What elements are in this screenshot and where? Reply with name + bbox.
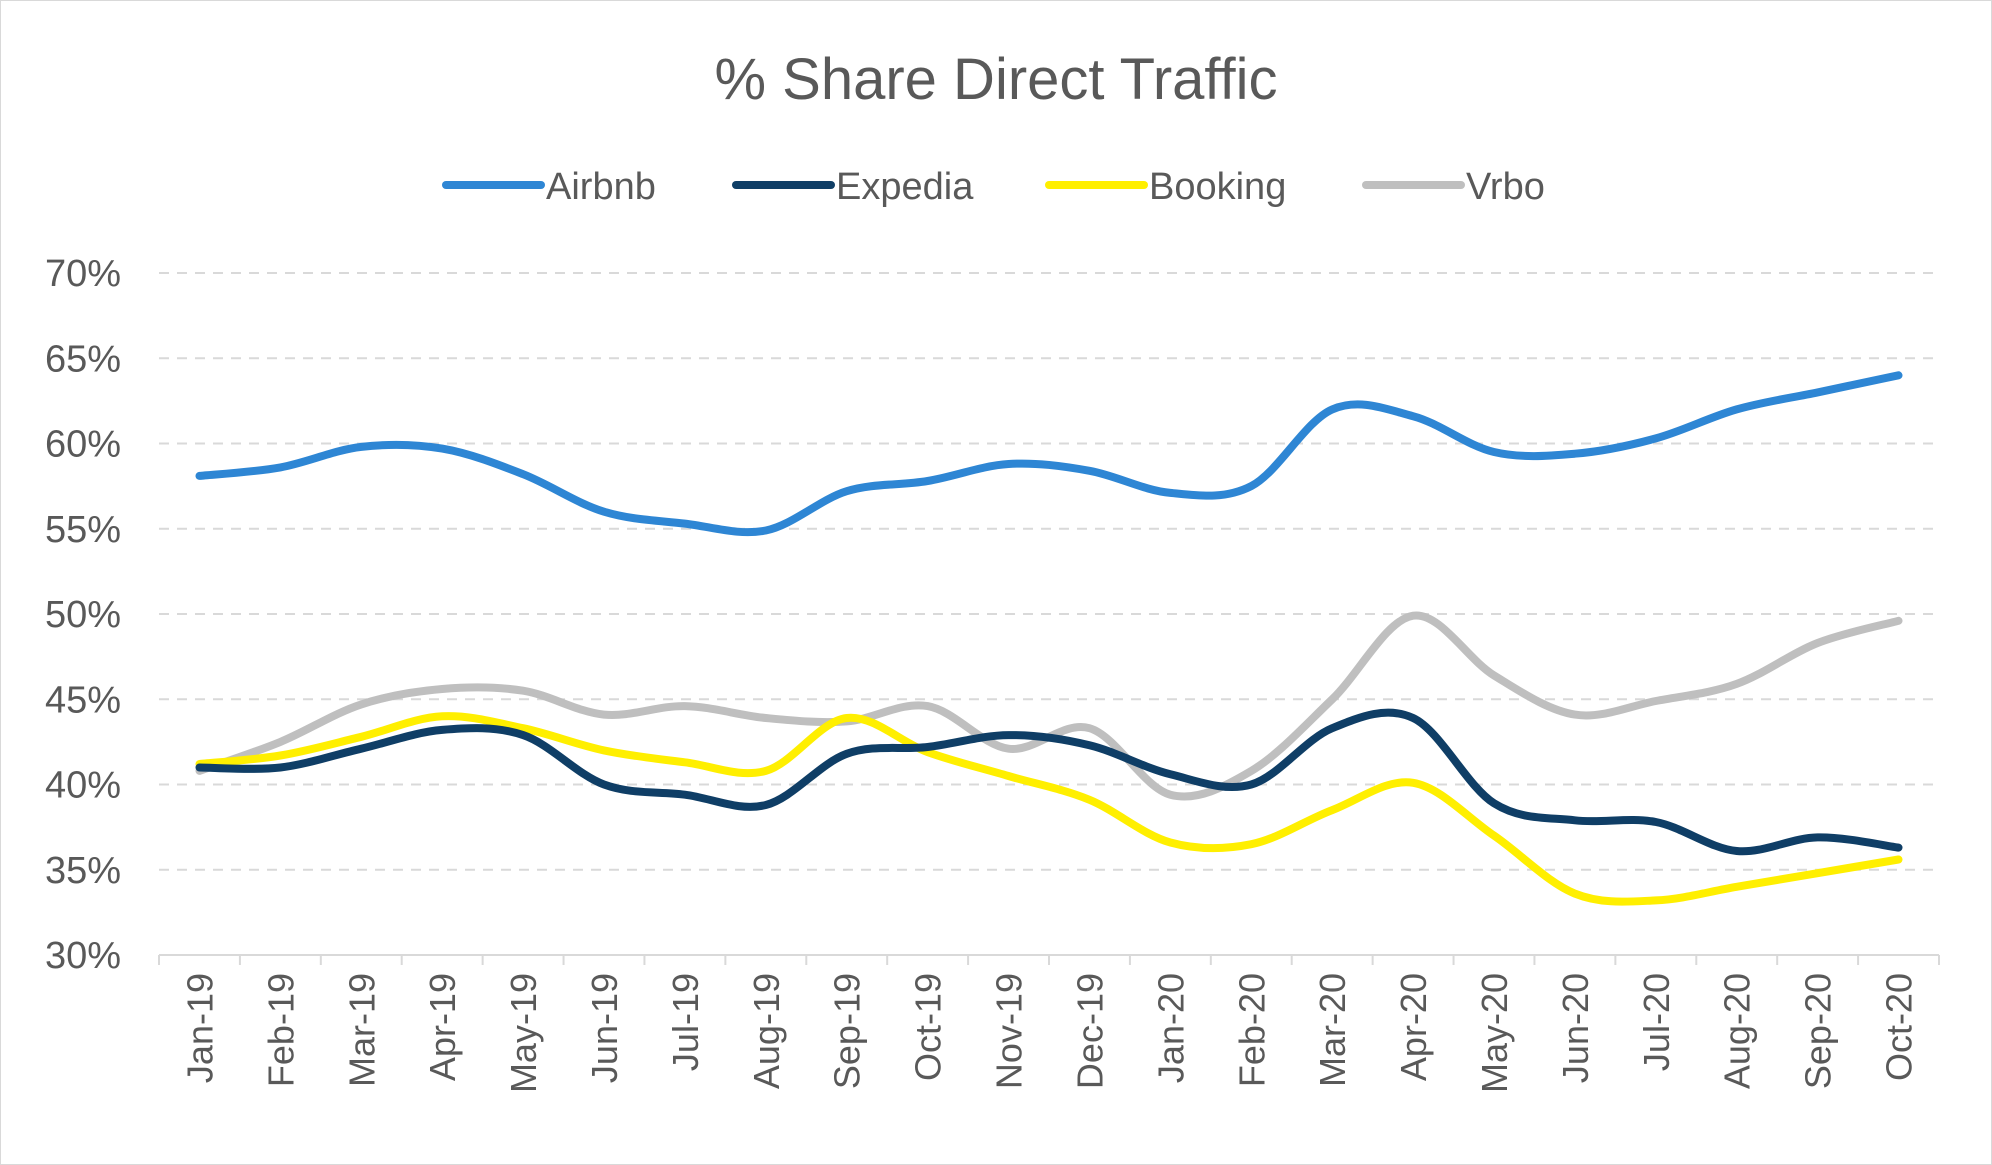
- x-tick-label: Sep-19: [827, 973, 868, 1089]
- x-tick-label: May-20: [1474, 973, 1515, 1093]
- x-tick-label: Jan-19: [179, 973, 220, 1083]
- y-tick-label: 60%: [45, 424, 121, 466]
- series-line-booking: [195, 712, 1903, 906]
- legend-label-booking: Booking: [1149, 166, 1286, 208]
- x-tick-label: Jun-20: [1555, 973, 1596, 1083]
- x-tick-label: Oct-19: [908, 973, 949, 1081]
- series-line-expedia: [195, 708, 1903, 856]
- x-tick-label: Mar-19: [341, 973, 382, 1087]
- x-tick-label: Jan-20: [1150, 973, 1191, 1083]
- x-tick-label: Nov-19: [989, 973, 1030, 1089]
- x-tick-label: Aug-20: [1717, 973, 1758, 1089]
- chart-title: % Share Direct Traffic: [714, 47, 1277, 112]
- y-tick-label: 55%: [45, 509, 121, 551]
- x-tick-label: Apr-20: [1393, 973, 1434, 1081]
- series-line-airbnb: [195, 371, 1903, 537]
- x-tick-label: Jul-19: [665, 973, 706, 1071]
- y-tick-label: 45%: [45, 679, 121, 721]
- legend: Airbnb Expedia Booking Vrbo: [442, 166, 1545, 208]
- legend-label-expedia: Expedia: [836, 166, 974, 208]
- y-tick-label: 65%: [45, 338, 121, 380]
- series-lines: [195, 371, 1903, 906]
- series-line-vrbo: [195, 611, 1903, 801]
- gridlines: [159, 272, 1939, 871]
- x-tick-label: Mar-20: [1312, 973, 1353, 1087]
- y-axis: 30% 35% 40% 45% 50% 55% 60% 65% 70%: [45, 253, 121, 977]
- x-tick-label: Dec-19: [1069, 973, 1110, 1089]
- x-tick-label: Feb-19: [260, 973, 301, 1087]
- y-tick-label: 40%: [45, 765, 121, 807]
- y-tick-label: 35%: [45, 850, 121, 892]
- x-tick-label: Aug-19: [746, 973, 787, 1089]
- x-tick-label: Feb-20: [1231, 973, 1272, 1087]
- x-tick-label: May-19: [503, 973, 544, 1093]
- y-tick-label: 30%: [45, 935, 121, 977]
- y-tick-label: 50%: [45, 594, 121, 636]
- x-axis: Jan-19 Feb-19 Mar-19 Apr-19 May-19 Jun-19 Jul-…: [158, 954, 1940, 1093]
- x-tick-label: Apr-19: [422, 973, 463, 1081]
- legend-label-airbnb: Airbnb: [546, 166, 656, 208]
- x-tick-label: Jul-20: [1636, 973, 1677, 1071]
- y-tick-label: 70%: [45, 253, 121, 295]
- x-tick-label: Oct-20: [1879, 973, 1920, 1081]
- x-tick-label: Sep-20: [1798, 973, 1839, 1089]
- legend-label-vrbo: Vrbo: [1466, 166, 1545, 208]
- x-tick-label: Jun-19: [584, 973, 625, 1083]
